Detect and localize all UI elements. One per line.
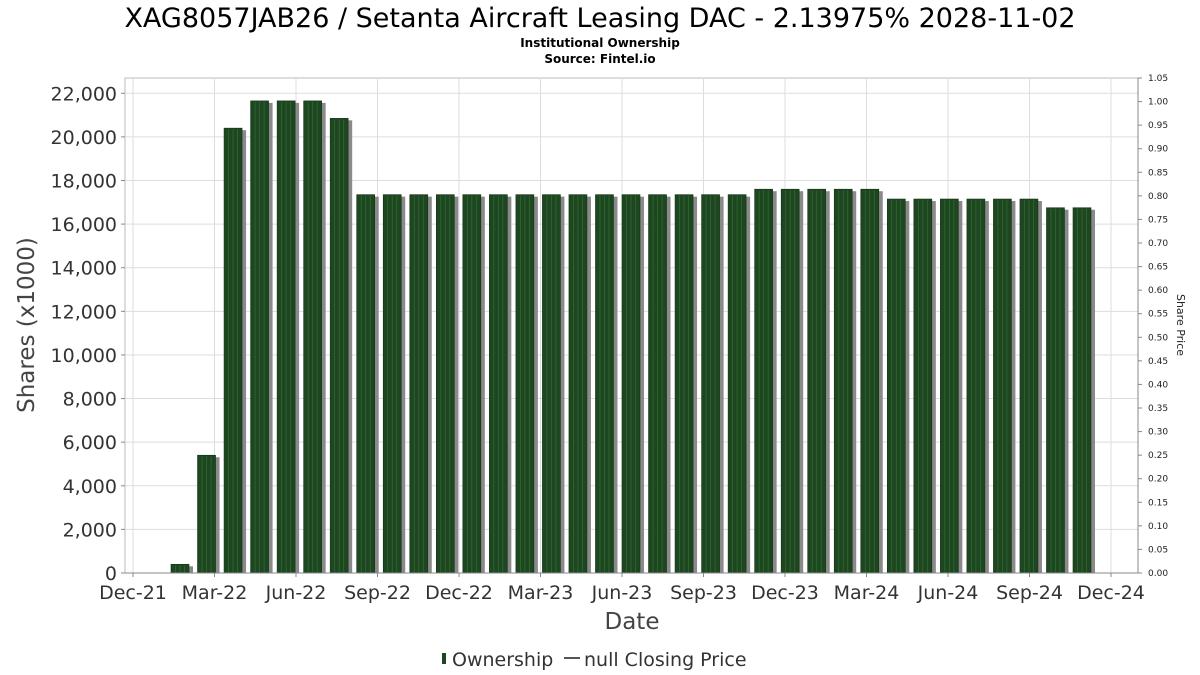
bar <box>648 194 671 574</box>
y2-tick-label: 0.35 <box>1148 404 1168 414</box>
bar <box>568 194 591 574</box>
y-tick-label: 2,000 <box>63 519 117 541</box>
x-tick-label: Dec-21 <box>99 582 167 604</box>
y-tick-label: 12,000 <box>51 301 117 323</box>
legend: Ownership null Closing Price <box>442 649 747 671</box>
y2-tick-label: 0.00 <box>1148 569 1168 579</box>
bar <box>382 194 406 574</box>
y-tick-label: 6,000 <box>63 432 117 454</box>
legend-ownership-swatch <box>442 653 446 664</box>
bar <box>754 188 777 574</box>
bar <box>542 194 565 574</box>
x-tick-label: Sep-24 <box>996 582 1063 604</box>
chart-subtitle-1: Institutional Ownership <box>520 36 680 50</box>
x-tick-label: Mar-24 <box>834 582 900 604</box>
bar <box>621 194 644 574</box>
x-tick-label: Mar-23 <box>508 582 574 604</box>
x-tick-label: Sep-22 <box>344 582 411 604</box>
y2-tick-label: 0.40 <box>1148 380 1168 390</box>
bar <box>409 194 432 574</box>
y-tick-label: 18,000 <box>51 170 117 192</box>
bar <box>940 198 963 574</box>
y2-tick-label: 0.80 <box>1148 192 1168 202</box>
y2-axis-label: Share Price <box>1174 294 1187 356</box>
legend-ownership-label: Ownership <box>452 649 553 671</box>
y2-tick-label: 0.45 <box>1148 357 1168 367</box>
y-tick-label: 16,000 <box>51 214 117 236</box>
x-tick-label: Dec-22 <box>425 582 493 604</box>
bar <box>913 198 936 574</box>
bar <box>435 194 459 574</box>
bar <box>329 118 353 574</box>
x-tick-label: Mar-22 <box>182 582 248 604</box>
y-tick-label: 0 <box>105 563 117 585</box>
y2-tick-label: 0.10 <box>1148 522 1168 532</box>
bar <box>303 100 326 574</box>
x-axis-ticks: Dec-21 Mar-22 Jun-22 Sep-22 Dec-22 Mar-23 Jun-… <box>99 582 1145 604</box>
x-axis-label: Date <box>605 609 660 635</box>
bar <box>1019 198 1042 574</box>
bar <box>807 188 830 574</box>
chart-subtitle-2: Source: Fintel.io <box>544 52 655 66</box>
y2-tick-label: 1.00 <box>1148 98 1168 108</box>
y2-tick-label: 0.55 <box>1148 310 1168 320</box>
y2-tick-label: 1.05 <box>1148 74 1168 84</box>
x-tick-label: Dec-23 <box>751 582 819 604</box>
bar <box>197 454 220 574</box>
bar <box>674 194 698 574</box>
bar <box>727 194 751 574</box>
bar <box>860 188 883 574</box>
bar <box>1072 207 1095 574</box>
x-tick-label: Dec-24 <box>1077 582 1145 604</box>
x-tick-label: Jun-24 <box>917 582 979 604</box>
bar <box>701 194 724 574</box>
bar <box>1046 207 1069 574</box>
bar <box>223 127 247 574</box>
ownership-bars <box>170 100 1095 574</box>
legend-price-label: null Closing Price <box>584 649 747 671</box>
y2-tick-label: 0.15 <box>1148 498 1168 508</box>
bar <box>780 188 804 574</box>
y2-tick-label: 0.60 <box>1148 286 1168 296</box>
bar <box>993 198 1016 574</box>
bar <box>833 188 857 574</box>
bar <box>250 100 273 574</box>
y2-tick-label: 0.05 <box>1148 545 1168 555</box>
bar <box>489 194 512 574</box>
bar <box>276 100 300 574</box>
bar <box>462 194 485 574</box>
y2-tick-label: 0.75 <box>1148 215 1168 225</box>
bar <box>515 194 538 574</box>
bar <box>595 194 618 574</box>
y-tick-label: 8,000 <box>63 389 117 411</box>
y2-tick-label: 0.85 <box>1148 168 1168 178</box>
bar <box>886 198 910 574</box>
y2-tick-label: 0.95 <box>1148 121 1168 131</box>
y2-axis-ticks: 0.00 0.05 0.10 0.15 0.20 0.25 0.30 0.35 0.40 0.45… <box>1138 74 1168 579</box>
y2-tick-label: 0.70 <box>1148 239 1168 249</box>
y2-tick-label: 0.65 <box>1148 263 1168 273</box>
x-tick-label: Jun-22 <box>265 582 327 604</box>
y-tick-label: 20,000 <box>51 127 117 149</box>
y-tick-label: 10,000 <box>51 345 117 367</box>
y-tick-label: 14,000 <box>51 258 117 280</box>
y2-tick-label: 0.20 <box>1148 475 1168 485</box>
y-axis-label: Shares (x1000) <box>14 237 40 413</box>
chart-title: XAG8057JAB26 / Setanta Aircraft Leasing … <box>124 3 1075 34</box>
y2-tick-label: 0.25 <box>1148 451 1168 461</box>
bar <box>356 194 379 574</box>
y-tick-label: 4,000 <box>63 476 117 498</box>
y-tick-label: 22,000 <box>51 83 117 105</box>
bar <box>966 198 989 574</box>
y2-tick-label: 0.30 <box>1148 428 1168 438</box>
x-tick-label: Jun-23 <box>591 582 653 604</box>
y2-tick-label: 0.50 <box>1148 333 1168 343</box>
y-axis-ticks: 0 2,000 4,000 6,000 8,000 10,000 12,000 14,000 1… <box>51 83 117 585</box>
x-tick-label: Sep-23 <box>670 582 737 604</box>
y2-tick-label: 0.90 <box>1148 145 1168 155</box>
